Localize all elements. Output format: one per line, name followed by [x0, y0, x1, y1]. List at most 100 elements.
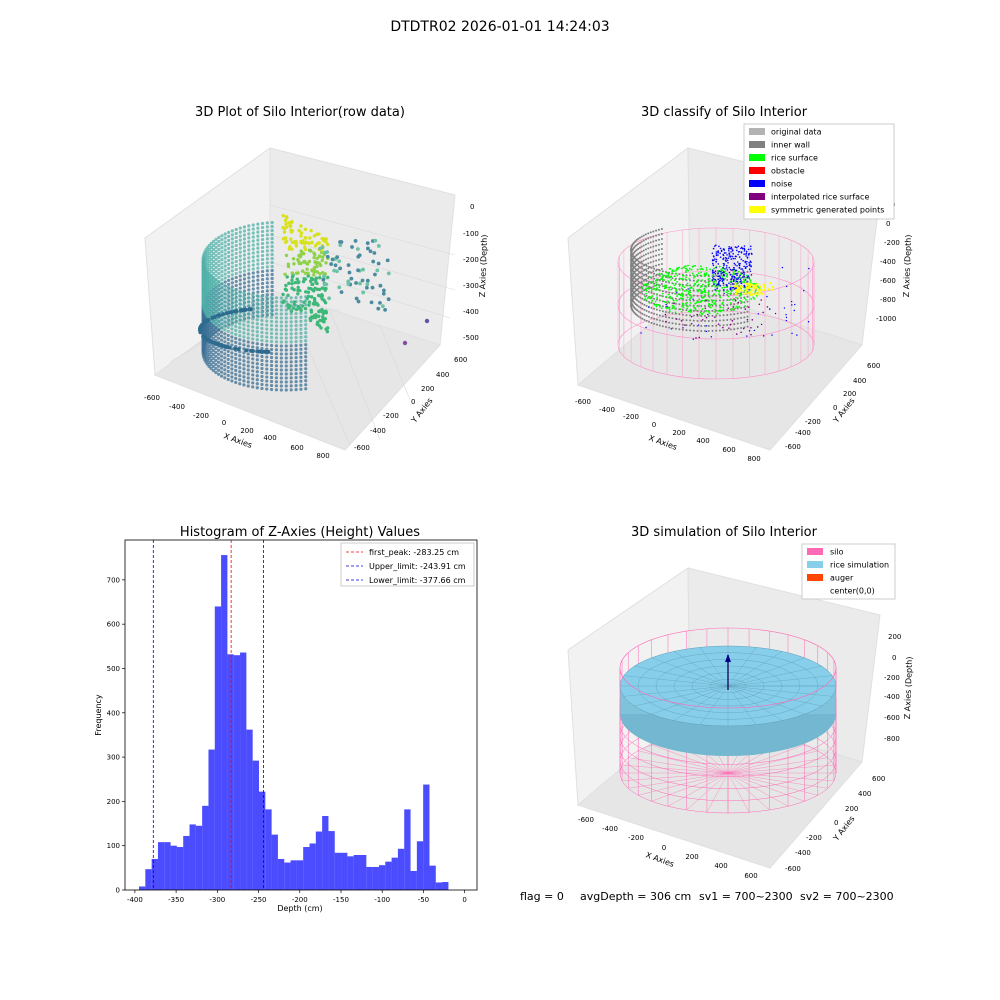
classify-point: [655, 239, 658, 242]
raw-point: [274, 340, 279, 344]
raw-point: [283, 236, 287, 240]
raw-point: [308, 236, 312, 240]
classify-point: [725, 267, 728, 269]
raw-point: [230, 277, 234, 281]
raw-point: [207, 348, 211, 352]
raw-point: [246, 320, 250, 324]
classify-point: [708, 302, 711, 305]
classify-point: [645, 287, 647, 290]
classify-point: [722, 304, 725, 307]
raw-point: [256, 286, 260, 290]
raw-point: [317, 261, 322, 266]
histogram-x-tick-label: -100: [374, 896, 390, 904]
simulation-y-tick: 600: [872, 775, 885, 783]
classify-point: [740, 268, 742, 270]
raw-point: [288, 224, 293, 228]
simulation-wire-spoke: [727, 772, 789, 807]
classify-point: [704, 281, 707, 284]
raw-point: [226, 357, 230, 362]
classify-point: [647, 262, 650, 265]
raw-point: [214, 354, 218, 358]
raw-point: [304, 303, 308, 307]
raw-point: [217, 271, 221, 276]
raw-point: [284, 364, 288, 368]
raw-point: [234, 259, 238, 264]
raw-point: [238, 274, 242, 278]
raw-point: [274, 316, 279, 320]
classify-point: [711, 301, 714, 304]
classify-point: [652, 250, 655, 253]
classify-point: [793, 309, 796, 312]
raw-point: [260, 378, 264, 383]
classify-point: [639, 301, 642, 304]
raw-point: [242, 273, 247, 277]
classify-point: [737, 253, 739, 256]
raw-point: [207, 328, 211, 332]
raw-point: [260, 330, 264, 335]
raw-point: [227, 238, 231, 242]
raw-point: [360, 278, 365, 283]
classify-point: [637, 265, 640, 268]
classify-point: [646, 283, 649, 286]
raw-point: [260, 318, 264, 323]
classify-point: [643, 313, 646, 316]
classify-point: [682, 297, 685, 300]
classify-point: [726, 323, 729, 326]
classify-point: [658, 294, 661, 297]
classify-point: [634, 293, 637, 296]
simulation-x-tick: -200: [628, 834, 644, 842]
classify-point: [678, 289, 681, 291]
simulation-x-ticks: -600 -400 -200 0 200 400 600: [578, 816, 758, 880]
raw-point: [270, 276, 274, 281]
raw-point: [234, 336, 238, 340]
raw-point: [242, 281, 247, 285]
classify-point: [732, 280, 735, 283]
raw-point: [223, 308, 227, 312]
raw-point: [350, 245, 354, 249]
raw-point: [260, 245, 265, 250]
raw-point: [223, 316, 227, 320]
raw-point: [373, 238, 378, 243]
raw-point: [207, 338, 212, 343]
raw-point: [289, 300, 293, 304]
classify-point: [651, 281, 654, 284]
raw-point: [238, 254, 242, 258]
classify-point: [796, 334, 798, 336]
classify-point: [681, 285, 684, 288]
raw-point: [279, 376, 283, 380]
classify-point: [722, 324, 725, 327]
classify-point: [633, 301, 636, 304]
histogram-bar: [258, 791, 266, 890]
raw-point: [299, 351, 303, 355]
classify-point: [718, 319, 721, 322]
classify-point: [730, 302, 732, 304]
classify-point: [692, 319, 695, 322]
raw-point: [251, 301, 255, 305]
raw-point: [207, 312, 211, 316]
classify-x-tick: -600: [575, 398, 591, 406]
classify-point: [639, 266, 642, 269]
raw-point: [217, 235, 221, 240]
raw-point: [226, 329, 230, 334]
classify-point: [676, 274, 679, 277]
raw-point: [219, 358, 224, 362]
histogram-bar: [189, 824, 196, 890]
raw-point: [230, 343, 234, 347]
histogram-y-label: Frequency: [94, 694, 103, 736]
raw-point: [304, 379, 308, 383]
raw-point: [265, 383, 269, 387]
classify-point: [743, 248, 746, 251]
raw-point: [251, 345, 255, 349]
histogram-y-tick-label: 100: [107, 842, 120, 850]
classify-point: [692, 324, 695, 327]
classify-point: [655, 313, 658, 316]
raw-point: [260, 269, 265, 274]
classify-point: [634, 288, 637, 291]
raw-point: [207, 332, 211, 336]
raw-point: [284, 316, 288, 320]
simulation-rice-surface: [619, 645, 837, 756]
classify-point: [661, 278, 664, 281]
classify-point: [721, 269, 724, 272]
raw-point: [313, 244, 318, 248]
